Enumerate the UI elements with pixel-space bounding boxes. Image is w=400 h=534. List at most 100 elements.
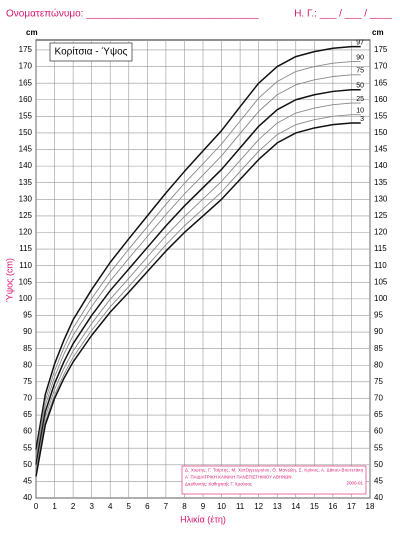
credits-box [181,465,367,495]
title-box [49,42,133,62]
y-tick-label: 40 [23,493,32,502]
y-tick-label-right: 155 [374,111,388,120]
y-tick-label-right: 135 [374,178,388,187]
y-tick-label: 105 [19,277,33,286]
series-label: 3 [360,116,364,123]
series-label: 90 [356,54,364,61]
y-tick-label-right: 45 [374,477,383,486]
credit-line: 2000-01 [346,481,363,486]
x-tick-label: 16 [328,502,337,511]
x-tick-label: 2 [71,502,76,511]
y-tick-label-right: 110 [374,261,387,270]
y-tick-label-right: 90 [374,327,383,336]
series-label: 25 [356,96,364,103]
y-tick-label: 140 [19,161,33,170]
y-tick-label: 120 [19,228,33,237]
y-tick-label-right: 75 [374,377,383,386]
y-tick-label: 125 [19,211,33,220]
percentile-line [35,114,361,474]
series-label: 50 [356,83,364,90]
y-tick-label-right: 120 [374,228,388,237]
y-tick-label: 165 [19,78,33,87]
y-tick-label-right: 150 [374,128,388,137]
y-tick-label-right: 100 [374,294,388,303]
y-tick-label: 85 [23,344,32,353]
date-field: Η. Γ.: ___ / ___ / ____ [294,9,392,20]
y-tick-label: 170 [19,62,33,71]
y-axis-title: Ύψος (cm) [4,258,14,302]
name-field: Ονοματεπώνυμο: _________________________… [6,8,259,20]
y-tick-label: 55 [23,443,32,452]
y-tick-label: 95 [23,311,32,320]
x-tick-label: 3 [89,502,94,511]
y-tick-label: 60 [23,427,32,436]
y-tick-label: 160 [19,95,33,104]
x-tick-label: 1 [52,502,57,511]
y-tick-label-right: 140 [374,161,388,170]
y-tick-label: 155 [19,111,33,120]
x-axis-title: Ηλικία (έτη) [180,514,226,524]
y-tick-label: 150 [19,128,33,137]
y-tick-label-right: 130 [374,194,388,203]
x-tick-label: 6 [145,502,150,511]
x-tick-label: 14 [291,502,300,511]
y-tick-label: 115 [19,244,32,253]
y-tick-label-right: 50 [374,460,383,469]
y-tick-label: 70 [23,394,32,403]
x-tick-label: 13 [273,502,282,511]
y-tick-label: 110 [19,261,32,270]
y-tick-label: 50 [23,460,32,469]
x-tick-label: 5 [127,502,132,511]
x-tick-label: 8 [182,502,187,511]
y-tick-label-right: 175 [374,45,388,54]
x-tick-label: 0 [34,502,39,511]
y-tick-label-right: 115 [374,244,387,253]
percentile-line [35,45,361,450]
x-tick-label: 9 [201,502,206,511]
y-unit-left: cm [26,28,38,37]
y-tick-label: 90 [23,327,32,336]
y-tick-label-right: 70 [374,394,383,403]
percentile-line [35,102,361,470]
percentile-line [35,61,361,455]
y-tick-label: 145 [19,145,33,154]
credit-line: Διευθυντής: Καθηγητής Γ. Χρούσος [185,482,252,487]
percentile-line [35,89,361,465]
x-tick-label: 17 [347,502,356,511]
y-tick-label-right: 80 [374,360,383,369]
y-tick-label: 100 [19,294,33,303]
y-tick-label-right: 65 [374,410,383,419]
y-tick-label-right: 85 [374,344,383,353]
y-tick-label: 45 [23,477,32,486]
y-tick-label: 175 [19,45,33,54]
series-label: 75 [356,68,364,75]
chart-title: Κορίτσια - Ύψος [55,46,128,58]
y-tick-label-right: 55 [374,443,383,452]
y-tick-label-right: 105 [374,277,388,286]
y-tick-label-right: 145 [374,145,388,154]
y-tick-label-right: 95 [374,311,383,320]
y-tick-label: 65 [23,410,32,419]
y-tick-label-right: 125 [374,211,388,220]
x-tick-label: 10 [217,502,226,511]
y-tick-label-right: 170 [374,62,388,71]
x-tick-label: 11 [236,502,245,511]
y-tick-label: 130 [19,194,33,203]
series-label: 10 [356,108,364,115]
y-unit-right: cm [372,28,384,37]
y-tick-label: 75 [23,377,32,386]
y-tick-label: 135 [19,178,33,187]
y-tick-label-right: 60 [374,427,383,436]
y-tick-label-right: 165 [374,78,388,87]
x-tick-label: 15 [310,502,319,511]
credit-line: Α΄ ΠΑΙΔΙΑΤΡΙΚΗ ΚΛΙΝΙΚΗ ΠΑΝΕΠΙΣΤΗΜΙΟΥ ΑΘΗ… [185,475,291,480]
percentile-line [35,122,361,477]
y-tick-label-right: 40 [374,493,383,502]
x-tick-label: 7 [164,502,169,511]
credit-line: Δ. Χιώτης, Γ. Τσίρτης, Μ. Χατζηγεωργίου,… [185,468,364,473]
series-label: 97 [356,39,364,46]
x-tick-label: 4 [108,502,113,511]
y-tick-label-right: 160 [374,95,388,104]
